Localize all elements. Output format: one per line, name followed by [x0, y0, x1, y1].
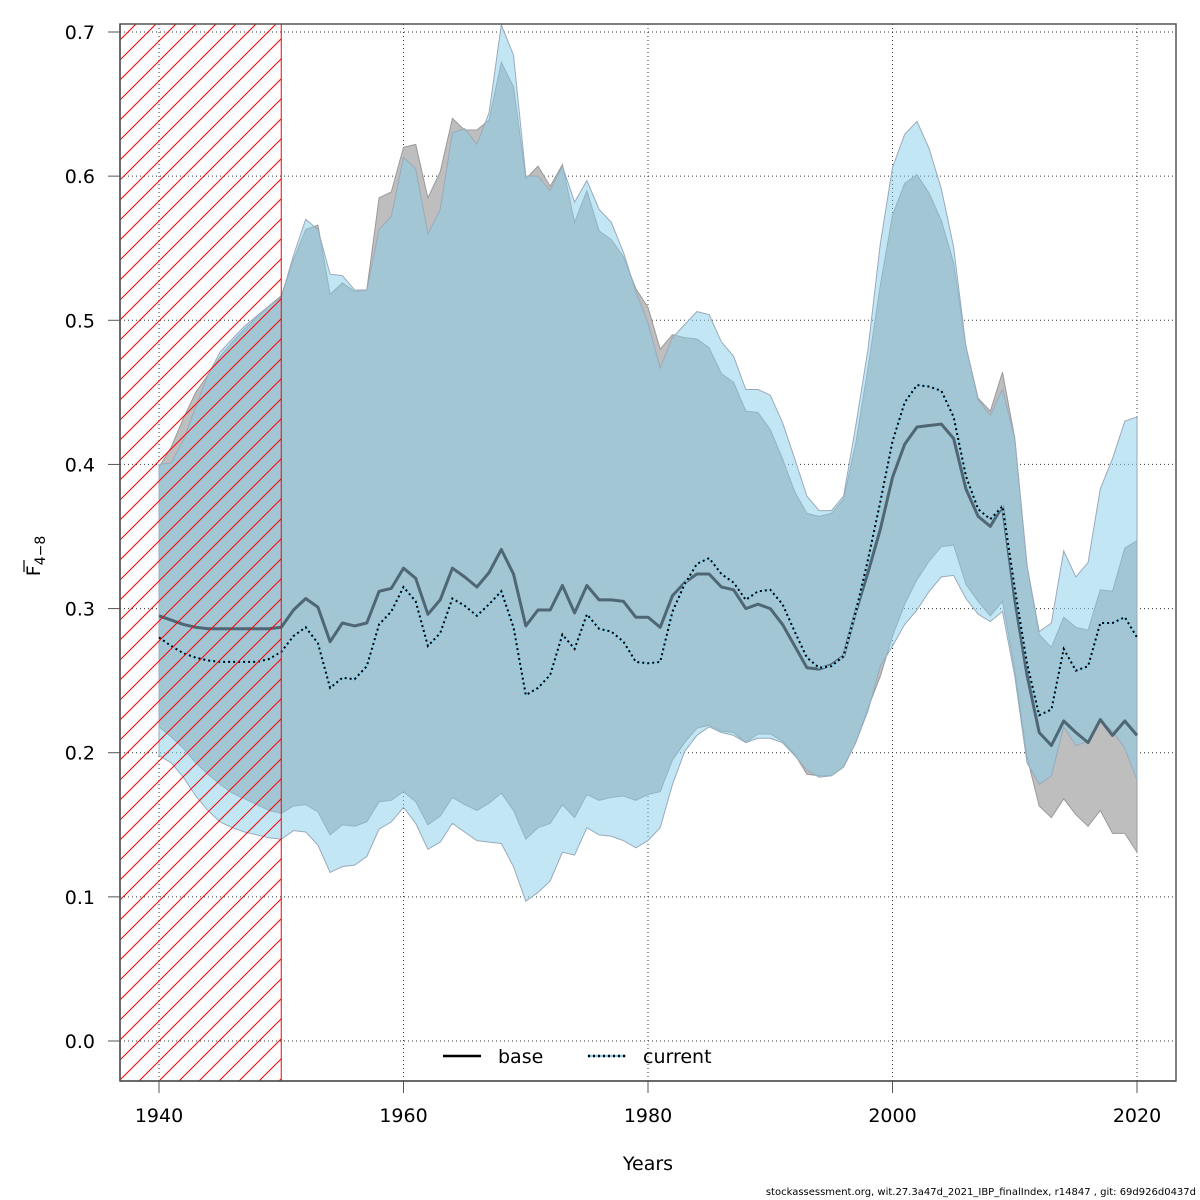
line-base — [158, 422, 1139, 747]
x-tick-label: 2000 — [868, 1105, 916, 1127]
hatched-region — [119, 23, 282, 1082]
y-axis-title-sub: 4−8 — [33, 536, 49, 566]
footer-credit: stockassessment.org, wit.27.3a47d_2021_I… — [765, 1187, 1196, 1198]
y-tick-label: 0.2 — [65, 743, 95, 765]
x-axis-title: Years — [622, 1153, 673, 1175]
y-axis-title-main: F — [23, 565, 45, 576]
x-tick-label: 1940 — [135, 1105, 183, 1127]
x-axis: 1940 1960 1980 2000 2020 — [120, 1080, 1176, 1127]
confidence-bands — [158, 24, 1138, 902]
y-axis-title: F4−8 — [23, 536, 49, 576]
y-tick-label: 0.7 — [65, 22, 95, 44]
y-tick-label: 0.5 — [65, 310, 95, 332]
legend-base-label: base — [498, 1046, 543, 1068]
legend-current-label: current — [643, 1046, 712, 1068]
series-lines — [158, 384, 1139, 747]
y-axis: 0.0 0.1 0.2 0.3 0.4 0.5 0.6 0.7 — [65, 22, 121, 1081]
line-current — [158, 384, 1138, 717]
svg-text:F4−8: F4−8 — [23, 536, 49, 576]
y-tick-label: 0.6 — [65, 166, 95, 188]
x-tick-label: 2020 — [1113, 1105, 1161, 1127]
x-tick-label: 1960 — [379, 1105, 427, 1127]
band-current — [158, 24, 1138, 902]
x-tick-label: 1980 — [624, 1105, 672, 1127]
y-tick-label: 0.3 — [65, 599, 95, 621]
y-tick-label: 0.1 — [65, 887, 95, 909]
legend: base current — [443, 1046, 712, 1068]
y-tick-label: 0.0 — [65, 1031, 95, 1053]
y-tick-label: 0.4 — [65, 454, 95, 476]
